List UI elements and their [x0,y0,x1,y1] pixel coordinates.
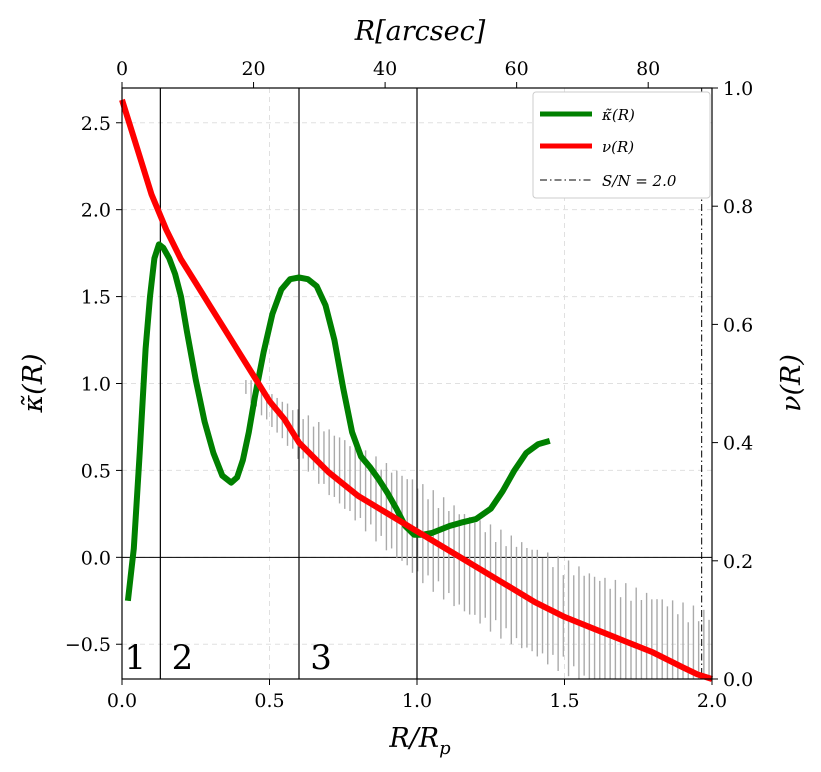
y-tick-label: −0.5 [65,634,111,656]
top-axis-title: R[arcsec] [354,16,486,47]
axis-ticks: 0.0 0.5 1.0 1.5 2.0 0 20 40 60 80 −0.5 0.0 0.5 1.0 1.5… [65,58,753,712]
top-tick-label: 20 [241,58,265,80]
x-axis-title: R/Rp [388,723,451,759]
top-tick-label: 0 [116,58,128,80]
svg-text:R/Rp: R/Rp [388,723,451,759]
nu-series-line [119,98,713,682]
left-axis-title: κ̃(R) [18,353,49,413]
right-tick-label: 1.0 [723,78,753,100]
legend-label-nu: ν(R) [602,138,634,156]
region-label-3: 3 [310,638,332,678]
region-label-1: 1 [124,638,146,678]
x-axis-title-sub: p [439,738,451,759]
x-tick-label: 0.5 [254,690,284,712]
y-tick-label: 2.5 [81,113,111,135]
x-tick-label: 0.0 [107,690,137,712]
series-lines [119,98,713,682]
legend-box [532,91,711,199]
right-tick-label: 0.0 [723,669,753,691]
legend: κ̃(R) ν(R) S/N = 2.0 [532,91,711,199]
legend-label-sn: S/N = 2.0 [602,172,677,190]
right-axis-title: ν(R) [776,354,807,412]
region-label-2: 2 [172,638,194,678]
right-tick-label: 0.4 [723,433,753,455]
y-tick-label: 0.0 [81,547,111,569]
legend-label-kappa: κ̃(R) [601,106,635,124]
right-tick-label: 0.8 [723,196,753,218]
right-tick-label: 0.6 [723,314,753,336]
x-tick-label: 2.0 [697,690,727,712]
y-tick-label: 1.5 [81,287,111,309]
y-tick-label: 0.5 [81,460,111,482]
error-band [245,380,710,679]
y-tick-label: 2.0 [81,200,111,222]
top-tick-label: 60 [505,58,529,80]
right-tick-label: 0.2 [723,551,753,573]
kappa-series-line [124,241,551,602]
x-tick-label: 1.0 [402,690,432,712]
y-tick-label: 1.0 [81,374,111,396]
top-tick-label: 80 [636,58,660,80]
x-axis-title-main: R/R [388,723,439,754]
top-tick-label: 40 [373,58,397,80]
x-tick-label: 1.5 [549,690,579,712]
